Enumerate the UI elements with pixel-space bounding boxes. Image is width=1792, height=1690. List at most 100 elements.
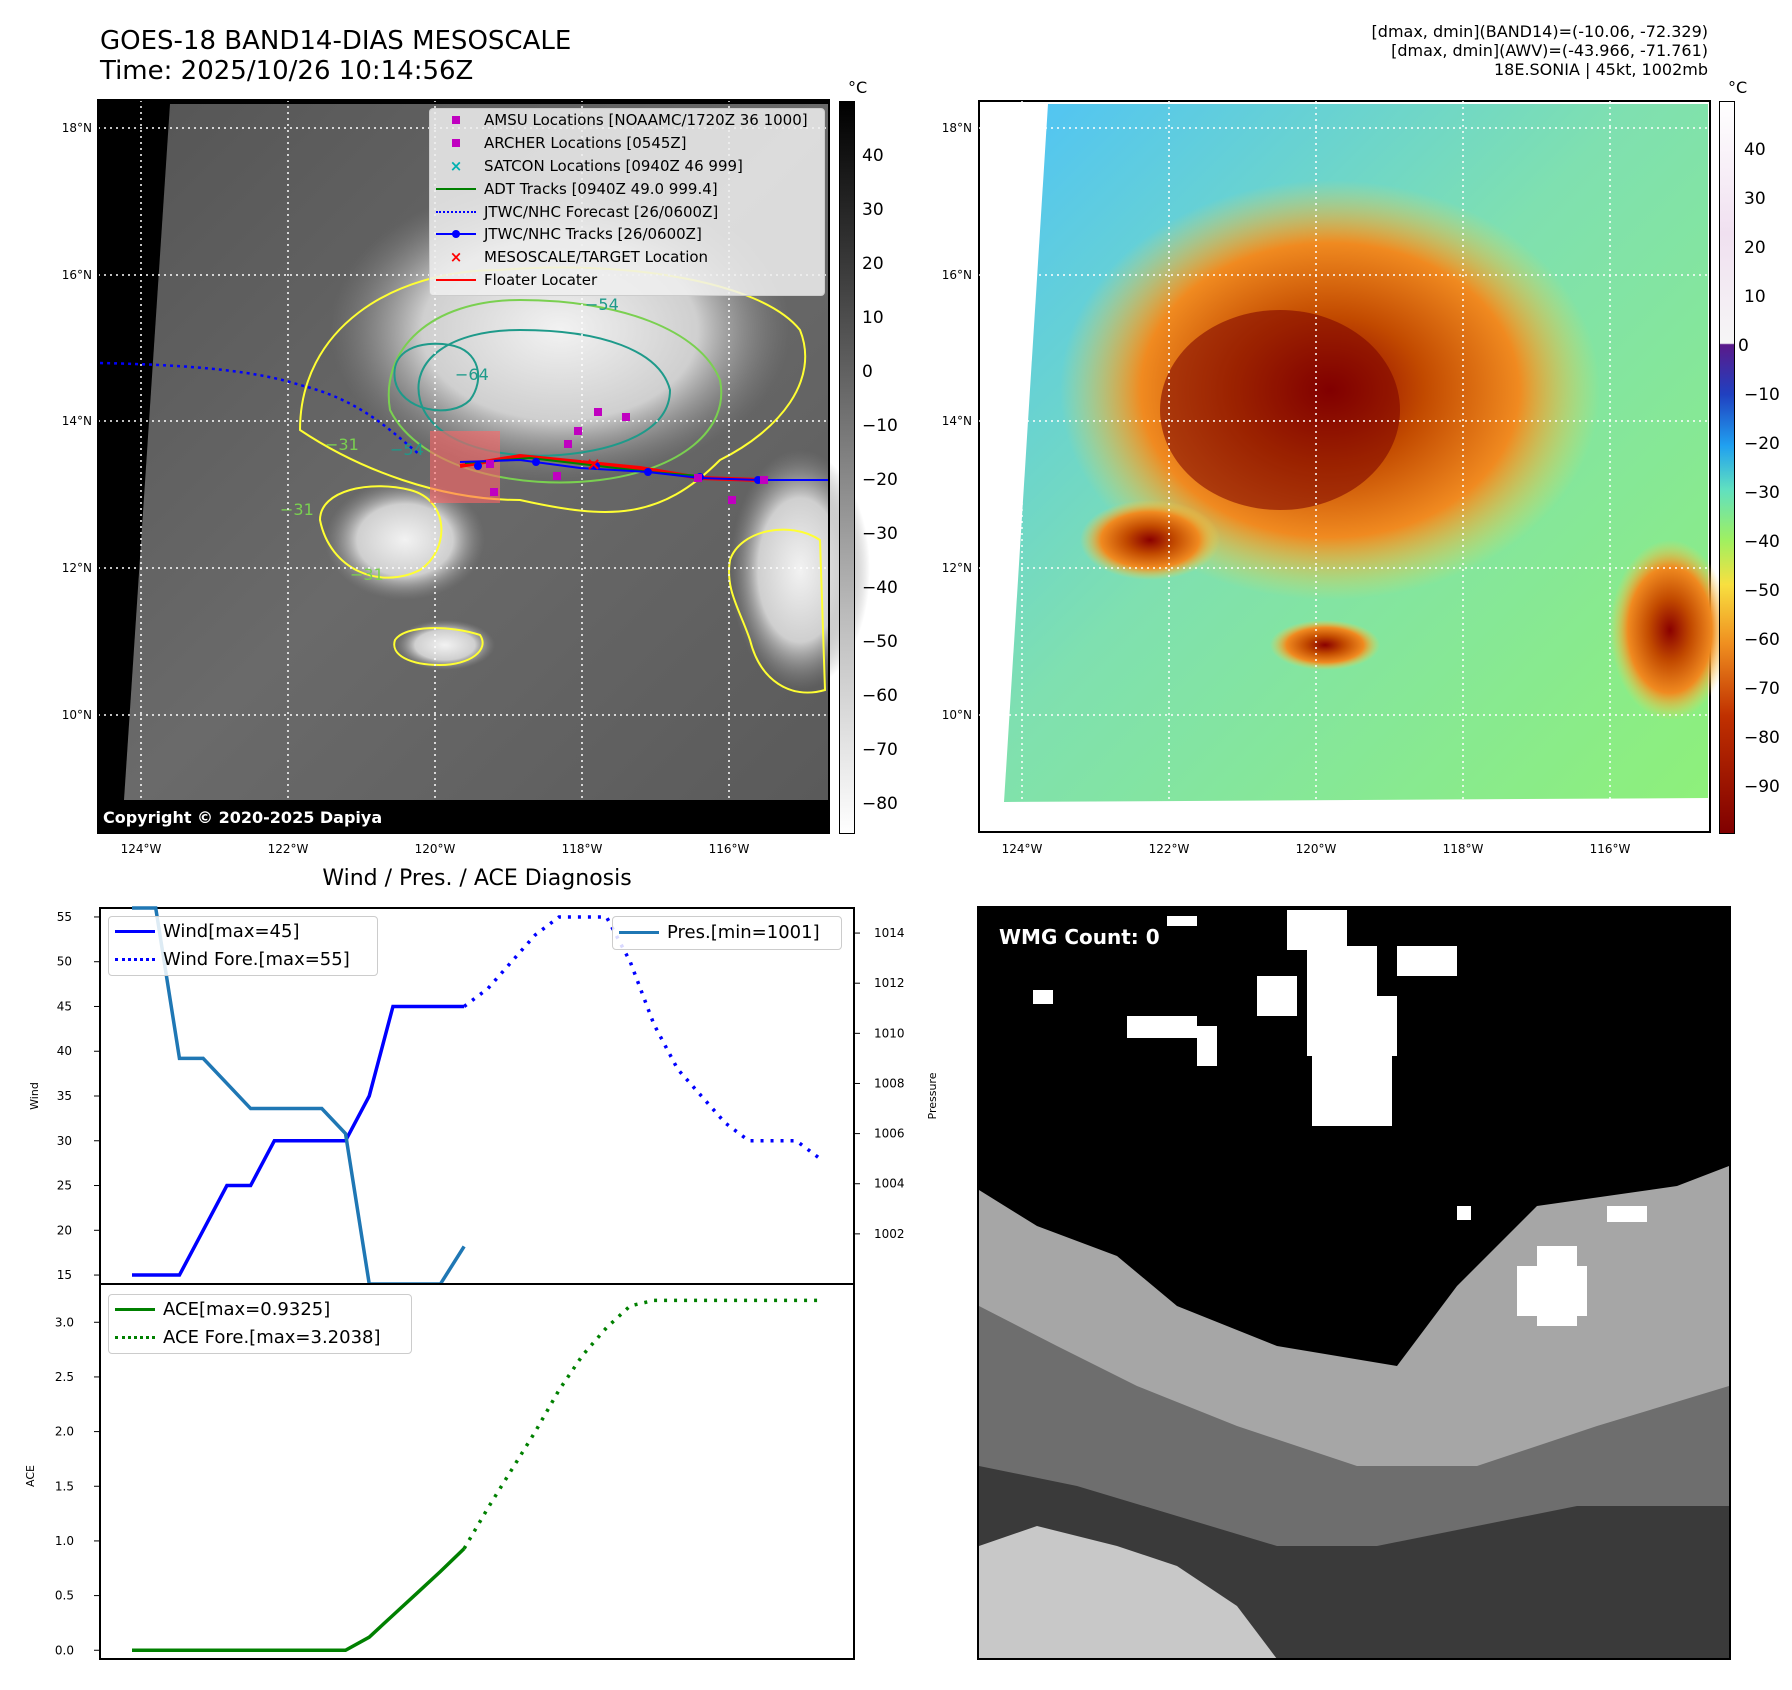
svg-text:120°W: 120°W: [1296, 842, 1337, 856]
right-map-gridlines: [979, 101, 1710, 832]
pressure-y-ticks: 1014 1012 1010 1008 1006 1004 1002: [854, 926, 905, 1241]
figure-title: GOES-18 BAND14-DIAS MESOSCALE Time: 2025…: [100, 26, 571, 86]
pressure-tick-label: 1008: [874, 1076, 905, 1090]
contour-east-31: [728, 528, 827, 694]
right-colorbar: [1719, 101, 1735, 834]
legend-archer: ARCHER Locations [0545Z]: [430, 132, 824, 155]
pressure-tick-label: 1006: [874, 1127, 905, 1141]
wind-tick-label: 25: [57, 1179, 72, 1193]
legend-forecast: JTWC/NHC Forecast [26/0600Z]: [430, 200, 824, 223]
svg-text:120°W: 120°W: [415, 842, 456, 856]
copyright-text: Copyright © 2020-2025 Dapiya: [103, 808, 382, 827]
legend-pressure: Pres.[min=1001]: [613, 917, 841, 947]
forecast-track: [99, 361, 421, 456]
svg-text:12°N: 12°N: [942, 561, 972, 575]
svg-text:14°N: 14°N: [62, 414, 92, 428]
west-cloud-cluster: [325, 480, 485, 600]
ace-tick-label: 1.0: [55, 1534, 74, 1548]
svg-text:10°N: 10°N: [62, 708, 92, 722]
legend-floater: Floater Locater: [430, 269, 824, 292]
wmg-count-label: WMG Count: 0: [999, 925, 1160, 949]
storm-eye-region: [1160, 310, 1400, 510]
wind-forecast-line: [463, 915, 822, 1161]
wind-tick-label: 20: [57, 1223, 72, 1237]
svg-text:116°W: 116°W: [709, 842, 750, 856]
ace-y-ticks: 3.0 2.5 2.0 1.5 1.0 0.5 0.0: [55, 1315, 100, 1657]
pressure-legend: Pres.[min=1001]: [612, 916, 842, 950]
storm-info: [dmax, dmin](BAND14)=(-10.06, -72.329) […: [1108, 22, 1708, 79]
left-map-legend: AMSU Locations [NOAAMC/1720Z 36 1000] AR…: [429, 108, 825, 296]
legend-ace: ACE[max=0.9325]: [109, 1295, 411, 1323]
wind-tick-label: 35: [57, 1089, 72, 1103]
svg-text:16°N: 16°N: [942, 268, 972, 282]
contour-minus64: [393, 342, 480, 412]
south-convection: [1270, 620, 1380, 670]
right-lon-labels: 124°W 122°W 120°W 118°W 116°W: [1002, 842, 1631, 856]
left-lon-labels: 124°W 122°W 120°W 118°W 116°W: [121, 842, 750, 856]
wmg-border: [977, 906, 1731, 1660]
svg-text:122°W: 122°W: [1149, 842, 1190, 856]
left-lat-labels: 18°N 16°N 14°N 12°N 10°N: [62, 121, 92, 722]
amsu-archer-markers: [486, 408, 768, 504]
left-map-border: [97, 99, 830, 834]
title-line-1: GOES-18 BAND14-DIAS MESOSCALE: [100, 26, 572, 56]
contour-label-1: −54: [585, 295, 619, 314]
svg-text:116°W: 116°W: [1590, 842, 1631, 856]
copyright-band: [98, 800, 829, 833]
info-line-awv: [dmax, dmin](AWV)=(-43.966, -71.761): [1391, 41, 1708, 60]
ace-legend: ACE[max=0.9325] ACE Fore.[max=3.2038]: [108, 1294, 412, 1354]
legend-wind-forecast: Wind Fore.[max=55]: [109, 945, 377, 973]
svg-text:122°W: 122°W: [268, 842, 309, 856]
pressure-tick-label: 1002: [874, 1227, 905, 1241]
info-line-storm: 18E.SONIA | 45kt, 1002mb: [1493, 60, 1708, 79]
wind-tick-label: 55: [57, 910, 72, 924]
ace-tick-label: 3.0: [55, 1315, 74, 1329]
svg-text:124°W: 124°W: [121, 842, 162, 856]
contour-label-3: −54: [390, 440, 424, 459]
contour-west-31: [318, 485, 443, 579]
wind-y-ticks: 55 50 45 40 35 30 25 20 15: [57, 910, 100, 1282]
wind-legend: Wind[max=45] Wind Fore.[max=55]: [108, 916, 378, 976]
svg-text:18°N: 18°N: [62, 121, 92, 135]
legend-amsu: AMSU Locations [NOAAMC/1720Z 36 1000]: [430, 109, 824, 132]
svg-text:16°N: 16°N: [62, 268, 92, 282]
right-lat-labels: 18°N 16°N 14°N 12°N 10°N: [942, 121, 972, 722]
contour-south-31: [393, 627, 484, 667]
wind-ylabel: Wind: [28, 1082, 41, 1110]
svg-text:118°W: 118°W: [562, 842, 603, 856]
left-colorbar-unit: °C: [848, 78, 868, 97]
svg-text:14°N: 14°N: [942, 414, 972, 428]
contour-label-4: −31: [325, 435, 359, 454]
wind-tick-label: 15: [57, 1268, 72, 1282]
contour-label-6: −31: [350, 565, 384, 584]
west-convection: [1080, 500, 1220, 580]
legend-mesoscale: × MESOSCALE/TARGET Location: [449, 248, 709, 267]
pressure-tick-label: 1004: [874, 1177, 905, 1191]
left-colorbar: [839, 101, 855, 834]
ace-ylabel: ACE: [24, 1465, 37, 1487]
ace-tick-label: 2.5: [55, 1370, 74, 1384]
diagnosis-title: Wind / Pres. / ACE Diagnosis: [322, 866, 632, 891]
ace-series: [132, 1298, 820, 1653]
ace-tick-label: 1.5: [55, 1479, 74, 1493]
pressure-tick-label: 1010: [874, 1026, 905, 1040]
title-line-2: Time: 2025/10/26 10:14:56Z: [100, 56, 474, 86]
wind-line: [132, 1004, 465, 1277]
pressure-tick-label: 1014: [874, 926, 905, 940]
wind-tick-label: 30: [57, 1134, 72, 1148]
wmg-layer-bright: [979, 1526, 1277, 1659]
info-line-band14: [dmax, dmin](BAND14)=(-10.06, -72.329): [1371, 22, 1708, 41]
wind-tick-label: 45: [57, 999, 72, 1013]
wind-tick-label: 50: [57, 955, 72, 969]
east-cloud-band: [730, 450, 870, 690]
ace-tick-label: 2.0: [55, 1425, 74, 1439]
contour-minus44: [387, 298, 723, 484]
east-convection: [1610, 540, 1730, 720]
legend-ace-forecast: ACE Fore.[max=3.2038]: [109, 1323, 411, 1351]
wmg-panel: WMG Count: 0: [977, 906, 1731, 1660]
svg-text:118°W: 118°W: [1443, 842, 1484, 856]
svg-text:12°N: 12°N: [62, 561, 92, 575]
wind-tick-label: 40: [57, 1044, 72, 1058]
legend-satcon: × SATCON Locations [0940Z 46 999]: [449, 156, 743, 175]
ace-tick-label: 0.0: [55, 1643, 74, 1657]
